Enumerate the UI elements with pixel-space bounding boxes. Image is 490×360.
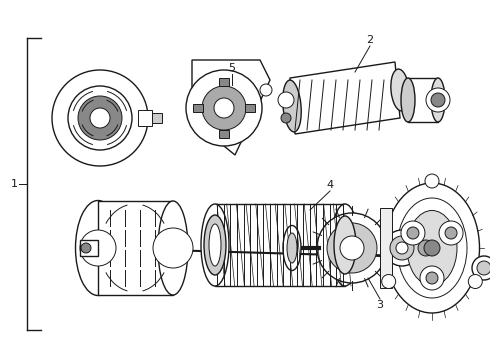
Circle shape — [81, 243, 91, 253]
Text: 5: 5 — [228, 63, 236, 73]
Bar — [138, 110, 152, 126]
Bar — [215, 204, 345, 286]
Circle shape — [412, 234, 440, 262]
Circle shape — [202, 86, 246, 130]
Ellipse shape — [334, 216, 356, 274]
Circle shape — [472, 256, 490, 280]
Circle shape — [186, 70, 262, 146]
Ellipse shape — [385, 183, 480, 313]
Ellipse shape — [201, 204, 229, 286]
Circle shape — [426, 272, 438, 284]
Circle shape — [439, 221, 463, 245]
Circle shape — [445, 227, 457, 239]
Circle shape — [317, 213, 387, 283]
Ellipse shape — [431, 78, 445, 122]
Ellipse shape — [407, 211, 457, 285]
Ellipse shape — [204, 215, 226, 275]
Circle shape — [153, 228, 193, 268]
Circle shape — [52, 70, 148, 166]
Circle shape — [390, 236, 414, 260]
Circle shape — [425, 174, 439, 188]
Polygon shape — [290, 62, 400, 134]
Text: 4: 4 — [326, 180, 334, 190]
Bar — [98, 201, 173, 295]
Circle shape — [90, 108, 110, 128]
Bar — [219, 78, 229, 86]
Circle shape — [468, 274, 482, 288]
Circle shape — [426, 88, 450, 112]
Circle shape — [78, 96, 122, 140]
Circle shape — [424, 240, 440, 256]
Circle shape — [327, 223, 377, 273]
Ellipse shape — [287, 233, 297, 263]
Text: 1: 1 — [10, 179, 18, 189]
Bar — [219, 130, 229, 138]
Circle shape — [477, 261, 490, 275]
Circle shape — [260, 84, 272, 96]
Circle shape — [384, 230, 420, 266]
Circle shape — [278, 92, 294, 108]
Polygon shape — [192, 60, 270, 155]
Circle shape — [407, 227, 419, 239]
Ellipse shape — [209, 224, 221, 266]
Circle shape — [382, 274, 396, 288]
Ellipse shape — [401, 78, 415, 122]
Circle shape — [431, 93, 445, 107]
Bar — [245, 104, 255, 112]
Circle shape — [396, 242, 408, 254]
Bar — [408, 78, 438, 122]
Bar — [152, 113, 162, 123]
Circle shape — [340, 236, 364, 260]
Bar — [380, 208, 392, 288]
Circle shape — [80, 230, 116, 266]
Ellipse shape — [331, 204, 359, 286]
Circle shape — [214, 98, 234, 118]
Circle shape — [418, 240, 434, 256]
Bar — [80, 240, 98, 256]
Circle shape — [68, 86, 132, 150]
Circle shape — [420, 266, 444, 290]
Ellipse shape — [158, 201, 188, 295]
Ellipse shape — [283, 80, 301, 132]
Text: 2: 2 — [367, 35, 373, 45]
Ellipse shape — [283, 225, 301, 270]
Ellipse shape — [391, 69, 409, 111]
Ellipse shape — [75, 201, 121, 296]
Bar — [193, 104, 203, 112]
Text: 3: 3 — [376, 300, 384, 310]
Circle shape — [281, 113, 291, 123]
Ellipse shape — [397, 198, 467, 298]
Circle shape — [401, 221, 425, 245]
